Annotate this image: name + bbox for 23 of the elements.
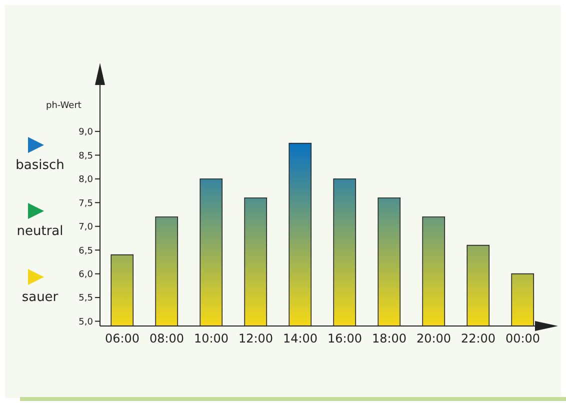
text: sauer — [20, 290, 60, 305]
y-tick-label: 5,5 — [78, 294, 93, 304]
x-tick-label: 20:00 — [416, 332, 452, 346]
x-tick-label: 14:00 — [282, 332, 318, 346]
y-tick-label: 6,5 — [78, 246, 93, 256]
x-tick-label: 06:00 — [104, 332, 140, 346]
x-tick-label: 12:00 — [238, 332, 274, 346]
x-tick-label: 10:00 — [194, 332, 229, 346]
y-tick-label: 7,0 — [78, 222, 94, 233]
y-tick-label: 9,0 — [78, 128, 94, 138]
y-tick-label: 8,0 — [78, 175, 94, 186]
y-tick-label: 5,0 — [78, 317, 94, 328]
y-tick-label: 8,5 — [78, 151, 93, 162]
x-tick-label: 08:00 — [149, 332, 184, 346]
x-tick-label: 22:00 — [460, 332, 496, 346]
text: neutral — [16, 224, 64, 239]
y-tick-label: 6,0 — [78, 270, 94, 280]
y-tick-label: 7,5 — [78, 198, 93, 209]
x-tick-label: 18:00 — [372, 332, 407, 346]
x-tick-label: 00:00 — [505, 332, 540, 346]
text: basisch — [14, 158, 66, 173]
y-axis-title: ph-Wert — [46, 101, 82, 111]
x-tick-label: 16:00 — [327, 332, 362, 346]
